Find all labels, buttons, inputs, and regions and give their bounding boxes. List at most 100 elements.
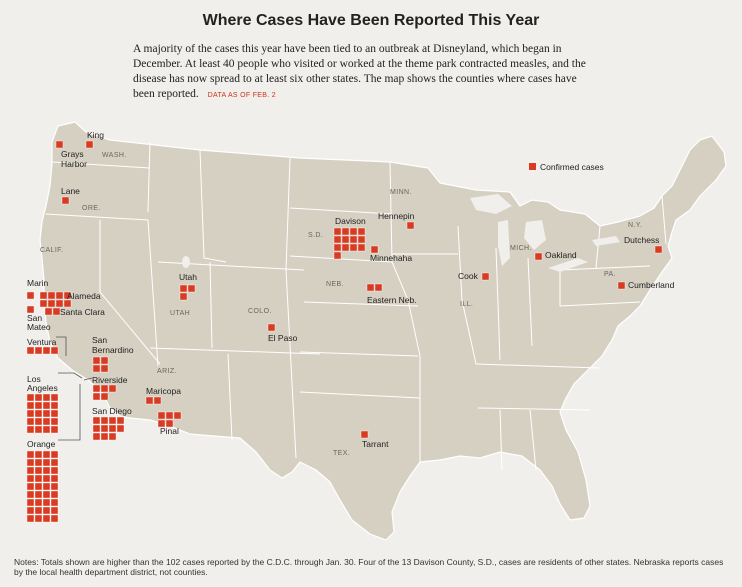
case-marker-davison	[357, 235, 366, 244]
case-marker-los-angeles	[26, 409, 35, 418]
case-marker-los-angeles	[34, 409, 43, 418]
case-marker-orange	[42, 498, 51, 507]
case-marker-orange	[42, 474, 51, 483]
ariz-nm-border	[227, 353, 233, 441]
state-label-neb: NEB.	[326, 281, 344, 288]
county-label-lane: Lane	[61, 186, 80, 196]
case-marker-pinal	[165, 419, 174, 428]
case-marker-ventura	[26, 346, 35, 355]
case-marker-los-angeles	[26, 393, 35, 402]
map-title: Where Cases Have Been Reported This Year	[202, 12, 540, 29]
county-label-san-diego: San Diego	[92, 406, 132, 416]
case-marker-alameda	[47, 299, 56, 308]
county-label-los-angeles: Los Angeles	[27, 374, 58, 393]
data-as-of-note: DATA AS OF FEB. 2	[207, 92, 276, 99]
case-marker-orange	[26, 482, 35, 491]
case-marker-pinal	[157, 419, 166, 428]
kan-okla-border	[299, 351, 419, 357]
case-marker-davison	[333, 243, 342, 252]
state-label-ny: N.Y.	[628, 222, 642, 229]
case-marker-davison	[349, 235, 358, 244]
case-marker-los-angeles	[34, 401, 43, 410]
case-marker-pinal	[157, 411, 166, 420]
case-marker-san-mateo	[26, 305, 35, 314]
case-marker-san-diego	[108, 416, 117, 425]
case-marker-alameda	[39, 299, 48, 308]
county-label-hennepin: Hennepin	[378, 211, 415, 221]
case-marker-utah	[179, 284, 188, 293]
case-marker-pinal	[173, 411, 182, 420]
case-marker-san-bernardino	[92, 356, 101, 365]
case-marker-orange	[34, 506, 43, 515]
case-marker-lane	[61, 196, 70, 205]
nd-sd-border	[289, 207, 393, 215]
case-marker-los-angeles	[50, 401, 59, 410]
case-marker-orange	[26, 514, 35, 523]
case-marker-alameda	[63, 299, 72, 308]
case-marker-ventura	[34, 346, 43, 355]
los-angeles-leader	[58, 372, 83, 379]
case-marker-orange	[34, 482, 43, 491]
tenn-ky-border	[475, 363, 601, 369]
county-label-maricopa: Maricopa	[146, 386, 181, 396]
state-label-ill: ILL.	[460, 301, 473, 308]
case-marker-san-diego	[92, 424, 101, 433]
county-label-tarrant: Tarrant	[362, 439, 389, 449]
case-marker-santa-clara	[44, 307, 53, 316]
county-label-cook: Cook	[458, 271, 479, 281]
case-marker-maricopa	[153, 396, 162, 405]
state-labels: WASH. ORE. CALIF. UTAH COLO. ARIZ. TEX. …	[40, 152, 642, 457]
case-marker-orange	[50, 490, 59, 499]
mont-nd-border	[285, 157, 297, 459]
idaho-mont-wyo-border	[199, 149, 227, 263]
case-marker-orange	[26, 458, 35, 467]
case-marker-san-diego	[116, 416, 125, 425]
case-marker-orange	[26, 474, 35, 483]
state-label-wash: WASH.	[102, 152, 127, 159]
case-marker-riverside	[108, 384, 117, 393]
state-borders	[45, 141, 667, 471]
case-marker-orange	[42, 482, 51, 491]
case-marker-oakland	[534, 252, 543, 261]
case-marker-san-diego	[116, 424, 125, 433]
case-marker-eastern-neb	[366, 283, 375, 292]
orange-leader	[58, 384, 81, 441]
case-marker-utah	[179, 292, 188, 301]
case-marker-los-angeles	[34, 417, 43, 426]
case-marker-orange	[26, 450, 35, 459]
case-marker-davison	[357, 227, 366, 236]
legend-case-swatch	[529, 163, 536, 170]
neb-kan-border	[303, 301, 419, 307]
wisc-ill-border	[457, 225, 477, 365]
case-marker-alameda	[55, 291, 64, 300]
case-marker-orange	[34, 450, 43, 459]
case-marker-san-diego	[92, 432, 101, 441]
case-marker-orange	[34, 458, 43, 467]
case-marker-riverside	[92, 384, 101, 393]
case-marker-orange	[42, 514, 51, 523]
county-label-utah: Utah	[179, 272, 197, 282]
miss-ala-border	[499, 409, 503, 471]
county-label-minnehaha: Minnehaha	[370, 253, 412, 263]
state-label-pa: PA.	[604, 271, 616, 278]
case-marker-orange	[50, 514, 59, 523]
case-marker-los-angeles	[42, 409, 51, 418]
state-label-mich: MICH.	[510, 245, 532, 252]
us-landmass	[39, 121, 727, 541]
wash-ore-border	[51, 161, 151, 169]
case-marker-santa-clara	[52, 307, 61, 316]
case-marker-san-diego	[108, 424, 117, 433]
case-marker-san-diego	[92, 416, 101, 425]
okla-tex-border	[299, 391, 421, 399]
county-label-davison: Davison	[335, 216, 366, 226]
lake-michigan	[498, 220, 510, 266]
case-marker-riverside	[100, 384, 109, 393]
case-marker-los-angeles	[50, 425, 59, 434]
case-marker-minnehaha	[370, 245, 379, 254]
case-marker-orange	[34, 490, 43, 499]
case-marker-orange	[42, 466, 51, 475]
state-label-minn: MINN.	[390, 189, 412, 196]
case-marker-los-angeles	[42, 425, 51, 434]
